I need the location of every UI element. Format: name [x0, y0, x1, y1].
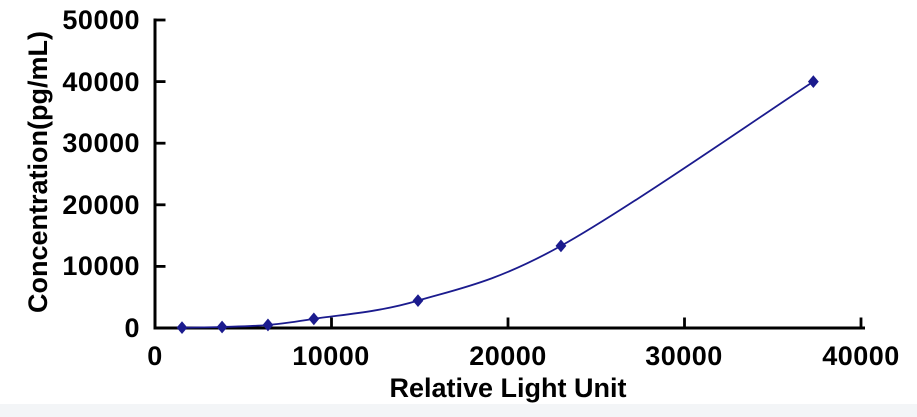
curve-line: [181, 80, 814, 329]
y-tick-label-0: 0: [124, 313, 140, 343]
data-point-marker: [308, 312, 320, 326]
data-point-marker: [262, 318, 274, 332]
data-point-marker: [412, 294, 424, 308]
y-tick-label-30000: 30000: [62, 128, 140, 158]
x-tick-label-10000: 10000: [292, 341, 370, 371]
x-axis-title: Relative Light Unit: [389, 373, 627, 403]
y-tick-label-40000: 40000: [62, 67, 140, 97]
y-tick-label-20000: 20000: [62, 190, 140, 220]
y-tick-label-50000: 50000: [62, 5, 140, 35]
data-point-marker: [555, 239, 567, 253]
data-point-marker: [216, 320, 228, 334]
x-tick-label-40000: 40000: [822, 341, 900, 371]
x-tick-label-30000: 30000: [645, 341, 723, 371]
x-tick-label-20000: 20000: [469, 341, 547, 371]
y-axis-title: Concentration(pg/mL): [23, 31, 53, 313]
data-point-marker: [807, 75, 819, 88]
image-bottom-edge: [0, 404, 917, 417]
axis-lines: [153, 18, 865, 330]
y-tick-label-10000: 10000: [62, 251, 140, 281]
data-point-marker: [176, 321, 188, 335]
x-tick-label-0: 0: [147, 341, 163, 371]
